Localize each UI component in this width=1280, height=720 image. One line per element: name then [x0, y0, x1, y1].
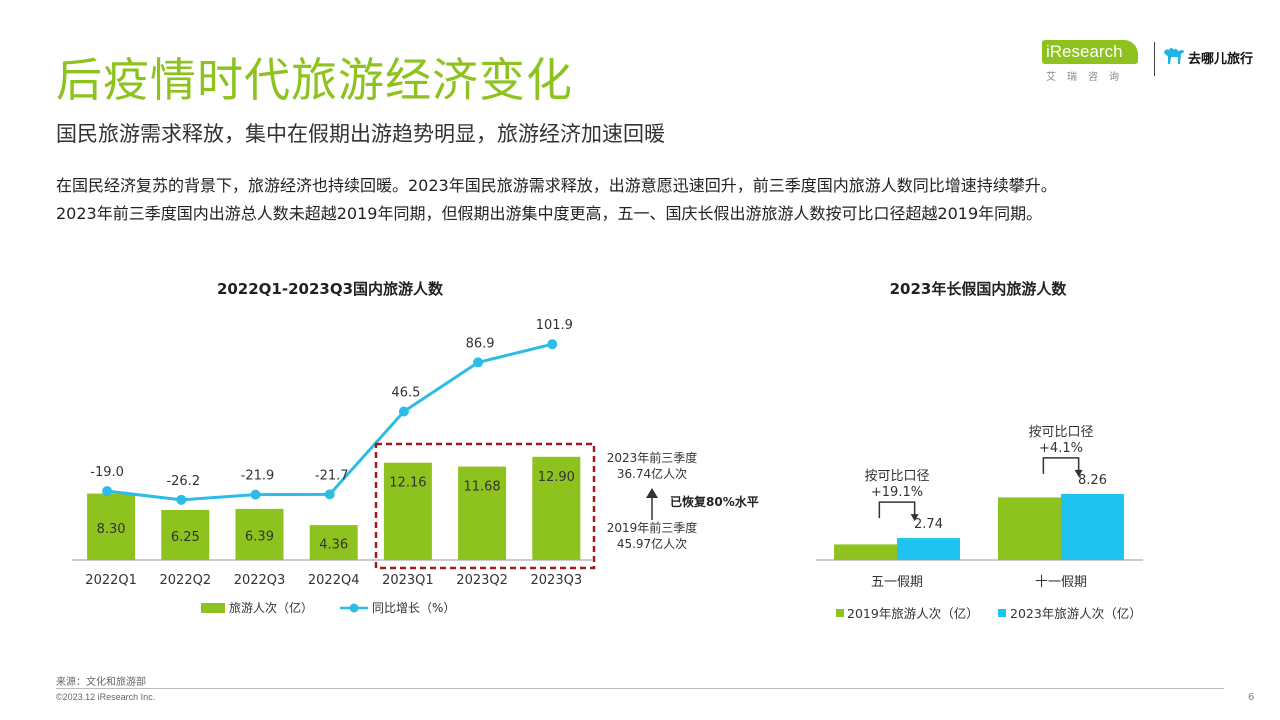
chart1-bar-2022Q3 [235, 508, 284, 560]
body-line-2: 2023年前三季度国内出游总人数未超越2019年同期，但假期出游集中度更高，五一… [56, 204, 1043, 223]
logo-divider [1154, 42, 1155, 76]
chart1-x-tick: 2022Q3 [234, 573, 286, 588]
chart1-bar-label: 6.39 [245, 529, 274, 544]
chart2-bar-label: 8.26 [1078, 473, 1107, 488]
chart2-bar-label: 2.74 [914, 517, 943, 532]
annotation-recovery: 已恢复80%水平 [670, 494, 759, 509]
up-arrow-icon-head [646, 488, 658, 498]
down-arrow-icon [1074, 469, 1083, 477]
chart1-x-tick: 2023Q2 [456, 573, 508, 588]
qunar-logo-text: 去哪儿旅行 [1188, 52, 1254, 67]
chart2-bracket-arrow [878, 501, 916, 519]
chart1-growth-point [102, 486, 113, 497]
chart1-growth-label: -19.0 [90, 465, 124, 480]
chart1-legend-bar-swatch [201, 603, 225, 613]
annotation-2023-line1: 2023年前三季度 [607, 450, 698, 465]
chart2-legend-2023-swatch [998, 609, 1006, 617]
chart2-bar-2023 [1061, 493, 1124, 560]
chart1-title: 2022Q1-2023Q3国内旅游人数 [217, 280, 444, 298]
chart1-x-tick: 2022Q4 [308, 573, 360, 588]
chart1-growth-label: 101.9 [536, 318, 573, 333]
chart1-x-tick: 2022Q2 [160, 573, 212, 588]
down-arrow-icon [910, 514, 919, 522]
chart1-x-tick: 2023Q1 [382, 573, 434, 588]
chart2-x-tick: 十一假期 [1035, 575, 1087, 590]
annotation-2019-line2: 45.97亿人次 [617, 536, 687, 551]
chart1-highlight-box [374, 442, 596, 570]
chart1-bar-label: 8.30 [97, 522, 126, 537]
chart1-bar-2023Q2 [458, 466, 507, 560]
chart1-x-tick: 2023Q3 [531, 573, 583, 588]
chart2-title: 2023年长假国内旅游人数 [890, 280, 1068, 298]
chart2-legend-2019-label: 2019年旅游人次（亿） [847, 606, 979, 621]
chart1-growth-point [250, 489, 261, 500]
chart-quarterly: 2022Q1-2023Q3国内旅游人数 8.30 2022Q1 6.25 2022Q2 6… [72, 280, 759, 615]
chart2-bar-2023 [897, 538, 960, 560]
body-line-1: 在国民经济复苏的背景下，旅游经济也持续回暖。2023年国民旅游需求释放，出游意愿… [56, 176, 1057, 195]
chart1-bar-label: 4.36 [319, 538, 348, 553]
body-text: 在国民经济复苏的背景下，旅游经济也持续回暖。2023年国民旅游需求释放，出游意愿… [56, 172, 1246, 228]
camel-icon [1164, 48, 1184, 64]
page-subtitle: 国民旅游需求释放，集中在假期出游趋势明显，旅游经济加速回暖 [56, 122, 665, 146]
chart1-growth-label: -21.9 [241, 469, 275, 484]
chart1-bar-label: 12.16 [389, 476, 426, 491]
chart2-legend-2019-swatch [836, 609, 844, 617]
chart1-bar-label: 6.25 [171, 530, 200, 545]
chart2-bracket-arrow [1042, 457, 1080, 474]
chart1-growth-label: 86.9 [466, 336, 495, 351]
chart2-annotation-line1: 按可比口径 [864, 469, 929, 484]
chart1-bar-label: 12.90 [538, 470, 575, 485]
chart-holiday: 2023年长假国内旅游人数2.74五一假期按可比口径+19.1%8.26十一假期… [816, 280, 1143, 621]
chart1-growth-point [324, 489, 335, 500]
footer-divider [56, 688, 1224, 689]
chart2-bar-2019 [998, 497, 1061, 560]
chart2-legend-2023-label: 2023年旅游人次（亿） [1010, 606, 1142, 621]
chart1-legend-line-marker [349, 603, 359, 613]
chart2-bar-2019 [834, 544, 897, 560]
chart1-growth-point [473, 357, 484, 368]
footer-source: 来源：文化和旅游部 [56, 677, 146, 688]
annotation-2019-line1: 2019年前三季度 [607, 520, 698, 535]
annotation-2023-line2: 36.74亿人次 [617, 466, 687, 481]
chart1-growth-point [176, 494, 187, 505]
chart2-annotation-line2: +19.1% [871, 485, 923, 500]
chart1-legend-line-label: 同比增长（%） [372, 601, 455, 615]
logo-area: iResearch 艾瑞咨询 去哪儿旅行 [1040, 38, 1270, 88]
chart2-x-tick: 五一假期 [871, 575, 923, 590]
chart1-bar-2022Q4 [309, 525, 358, 560]
iresearch-logo-sub: 艾瑞咨询 [1046, 72, 1130, 83]
chart1-bar-2023Q1 [383, 462, 432, 560]
chart1-bar-label: 11.68 [463, 480, 500, 495]
chart1-growth-point [547, 339, 558, 350]
chart1-legend-bar-label: 旅游人次（亿） [229, 600, 313, 615]
chart1-bar-2023Q3 [532, 456, 581, 560]
chart1-growth-label: -21.7 [315, 468, 349, 483]
iresearch-logo: iResearch [1042, 40, 1138, 64]
page-number: 6 [1248, 692, 1255, 703]
footer-copyright: ©2023.12 iResearch Inc. [56, 692, 156, 702]
chart2-annotation-line1: 按可比口径 [1028, 425, 1093, 440]
chart1-growth-point [398, 406, 409, 417]
chart2-annotation-line2: +4.1% [1039, 441, 1083, 456]
chart1-x-tick: 2022Q1 [85, 573, 137, 588]
chart1-growth-label: 46.5 [391, 386, 420, 401]
chart1-bar-2022Q1 [87, 493, 136, 560]
chart1-growth-label: -26.2 [166, 474, 200, 489]
page-title: 后疫情时代旅游经济变化 [56, 53, 573, 107]
chart1-bar-2022Q2 [161, 510, 210, 560]
